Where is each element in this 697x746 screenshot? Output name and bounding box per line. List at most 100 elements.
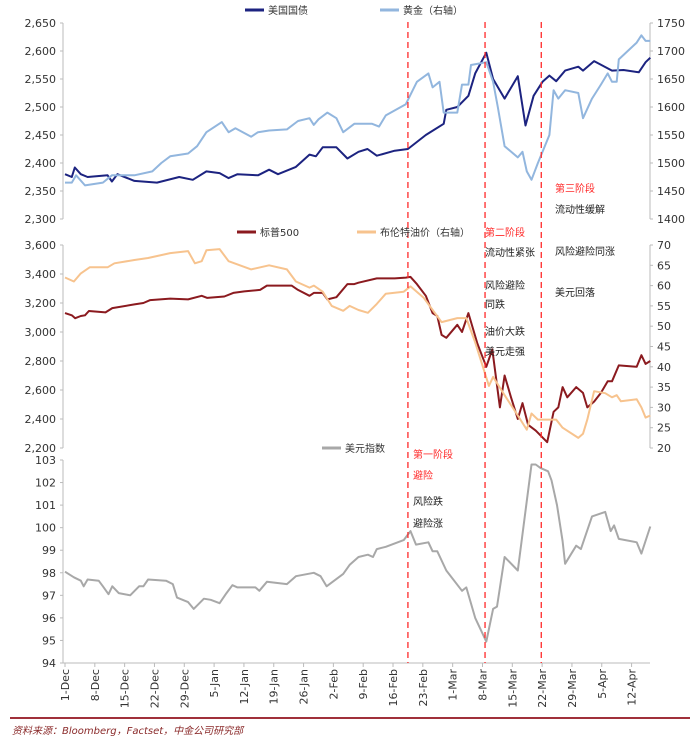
x-tick-label: 8-Mar	[476, 669, 489, 701]
y-tick-label-left: 2,400	[25, 413, 57, 426]
series-lines	[64, 34, 652, 643]
y-tick-label-right: 1550	[657, 129, 685, 142]
y-tick-label-right: 60	[657, 280, 671, 293]
y-tick-label-right: 25	[657, 422, 671, 435]
phase1-title: 第一阶段	[413, 448, 453, 461]
x-tick-label: 1-Dec	[59, 669, 72, 701]
phase-boundaries	[407, 22, 542, 663]
y-tick-label-right: 50	[657, 320, 671, 333]
phase2-note-4: 油价大跌	[485, 325, 525, 338]
y-tick-label-left: 99	[42, 544, 56, 557]
y-tick-label-left: 96	[42, 612, 56, 625]
y-tick-label-left: 2,550	[25, 73, 57, 86]
x-tick-label: 8-Dec	[89, 669, 102, 701]
y-tick-label-right: 1400	[657, 213, 685, 226]
y-tick-label-left: 2,650	[25, 17, 57, 30]
y-tick-label-left: 3,600	[25, 239, 57, 252]
phase2-title: 第二阶段	[485, 226, 525, 239]
phase2-note-2: 风险避险	[485, 279, 525, 292]
axes: 2,300 2,350 2,400 2,450 2,500 2,550 2,600 2,650…	[25, 17, 686, 708]
y-tick-label-left: 98	[42, 567, 56, 580]
phase2-annotation: 第二阶段 流动性紧张 风险避险 同跌 油价大跌 美元走强	[485, 226, 535, 358]
legend-label-sp500: 标普500	[260, 226, 299, 239]
x-tick-label: 22-Dec	[148, 669, 161, 708]
y-tick-label-left: 2,500	[25, 101, 57, 114]
y-tick-label-right: 1700	[657, 45, 685, 58]
y-tick-label-right: 40	[657, 361, 671, 374]
y-tick-label-right: 1450	[657, 185, 685, 198]
y-tick-label-left: 2,800	[25, 355, 57, 368]
y-tick-label-left: 94	[42, 657, 56, 670]
phase1-note-2: 避险涨	[413, 517, 443, 530]
y-tick-label-left: 2,350	[25, 185, 57, 198]
legend-label-dxy: 美元指数	[345, 442, 385, 455]
legend-middle: 标普500 布伦特油价（右轴）	[237, 226, 470, 239]
y-tick-label-left: 2,600	[25, 45, 57, 58]
legend-label-treasury: 美国国债	[268, 4, 308, 17]
x-tick-label: 12-Apr	[626, 669, 639, 706]
y-tick-label-right: 35	[657, 381, 671, 394]
x-tick-label: 23-Feb	[417, 669, 430, 706]
legend-top: 美国国债 黄金（右轴）	[245, 4, 463, 17]
series-line-middle-1	[64, 248, 651, 439]
y-tick-label-left: 2,450	[25, 129, 57, 142]
x-tick-label: 19-Jan	[268, 669, 281, 705]
y-tick-label-left: 2,600	[25, 384, 57, 397]
x-tick-label: 22-Mar	[536, 669, 549, 708]
x-tick-label: 2-Feb	[327, 669, 340, 699]
y-tick-label-left: 97	[42, 589, 56, 602]
x-tick-label: 26-Jan	[298, 669, 311, 705]
y-tick-label-left: 101	[35, 499, 56, 512]
y-tick-label-left: 95	[42, 634, 56, 647]
y-tick-label-right: 30	[657, 401, 671, 414]
x-tick-label: 12-Jan	[238, 669, 251, 705]
x-tick-label: 9-Feb	[357, 669, 370, 699]
x-tick-label: 5-Jan	[208, 669, 221, 698]
y-tick-label-left: 2,400	[25, 157, 57, 170]
y-tick-label-left: 103	[35, 454, 56, 467]
y-tick-label-right: 45	[657, 341, 671, 354]
y-tick-label-left: 3,200	[25, 297, 57, 310]
y-tick-label-right: 1650	[657, 73, 685, 86]
y-tick-label-right: 65	[657, 259, 671, 272]
phase3-note-3: 美元回落	[555, 286, 595, 299]
x-tick-label: 29-Dec	[178, 669, 191, 708]
phase2-note-5: 美元走强	[485, 345, 525, 358]
phase2-note-1: 流动性紧张	[485, 246, 535, 259]
y-tick-label-right: 20	[657, 442, 671, 455]
legend-label-brent: 布伦特油价（右轴）	[380, 226, 470, 239]
phase3-note-1: 流动性缓解	[555, 203, 605, 216]
x-tick-label: 5-Apr	[596, 669, 609, 699]
phase3-title: 第三阶段	[555, 182, 595, 195]
legend-label-gold: 黄金（右轴）	[403, 4, 463, 17]
phase3-note-2: 风险避险同涨	[555, 245, 615, 258]
y-tick-label-left: 2,300	[25, 213, 57, 226]
y-tick-label-right: 70	[657, 239, 671, 252]
source-note: 资料来源：Bloomberg，Factset，中金公司研究部	[12, 725, 245, 737]
series-line-middle-0	[64, 275, 651, 444]
y-tick-label-left: 3,400	[25, 268, 57, 281]
phase1-annotation: 第一阶段 避险 风险跌 避险涨	[413, 448, 453, 530]
x-tick-label: 1-Mar	[447, 669, 460, 701]
y-tick-label-right: 1750	[657, 17, 685, 30]
legend-bottom: 美元指数	[322, 442, 385, 455]
x-tick-label: 15-Mar	[506, 669, 519, 708]
phase2-note-3: 同跌	[485, 298, 505, 311]
y-tick-label-left: 100	[35, 522, 56, 535]
phase1-note-1: 风险跌	[413, 495, 443, 508]
series-line-top-1	[65, 34, 651, 187]
x-tick-label: 15-Dec	[119, 669, 132, 708]
x-tick-label: 29-Mar	[566, 669, 579, 708]
series-line-top-0	[64, 51, 651, 184]
phase3-annotation: 第三阶段 流动性缓解 风险避险同涨 美元回落	[555, 182, 615, 299]
series-line-bottom-0	[64, 463, 652, 643]
y-tick-label-right: 55	[657, 300, 671, 313]
phase1-sub: 避险	[413, 469, 433, 482]
y-tick-label-right: 1600	[657, 101, 685, 114]
x-tick-label: 16-Feb	[387, 669, 400, 706]
y-tick-label-left: 2,200	[25, 442, 57, 455]
y-tick-label-left: 3,000	[25, 326, 57, 339]
y-tick-label-left: 102	[35, 477, 56, 490]
y-tick-label-right: 1500	[657, 157, 685, 170]
